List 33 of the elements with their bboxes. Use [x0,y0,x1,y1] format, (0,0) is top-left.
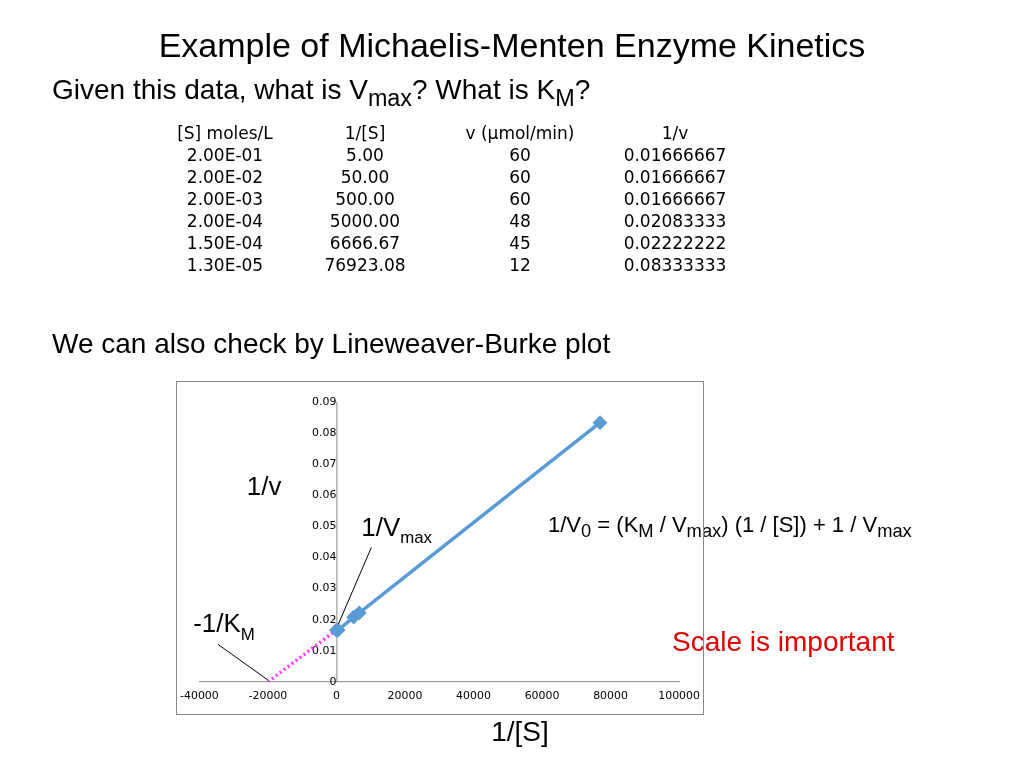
y-tick-label: 0.09 [312,394,337,408]
y-tick-label: 0.01 [312,643,337,657]
text: 2.00E-02 50.00 60 0.01666667 [186,167,727,187]
y-tick-label: 0.07 [312,456,337,470]
chart-title: Example of Michaelis-Menten Enzyme Kinetics [157,26,867,65]
y-tick-label: 0.03 [312,581,337,595]
text: We can also check by Lineweaver-Burke plot [52,328,611,360]
x-tick-label: 100000 [658,689,701,703]
y-axis-title: 1/v [246,472,282,501]
annotation: 1/V$_{0}$ = (K$_{M}$ / V$_{max}$) (1 / [S]) + 1 / V$_{max}$ [548,512,912,543]
x-axis-title: 1/[S] [490,716,550,748]
text: 2.00E-04 5000.00 48 0.02083333 [186,211,727,231]
x-tick-label: 60000 [524,689,560,703]
point [593,415,607,430]
chart-subtitle: Given this data, what is V$_{max}$? What is K$_{M}$? [52,74,591,112]
y-tick-label: 0.06 [312,488,337,502]
point [352,606,367,620]
y-tick-label: 0.08 [312,425,337,439]
y-tick-label: 0.05 [312,519,337,533]
x-tick-label: -40000 [180,689,219,703]
text: 1.50E-04 6666.67 45 0.02222222 [186,233,727,253]
x-tick-label: -20000 [248,689,288,703]
text: 1.30E-05 76923.08 12 0.08333333 [186,255,727,275]
y-tick-label: 0.02 [312,612,337,626]
y-tick-label: 0.04 [312,550,337,564]
x-tick-label: 40000 [456,689,491,703]
x-tick-label: 80000 [593,689,629,703]
y-tick-label: 0 [329,674,337,688]
text: 2.00E-01 5.00 60 0.01666667 [186,145,727,165]
annotation: Scale is important [672,626,895,658]
text: [S] moles/L 1/[S] v (μmol/min) 1/v [177,123,689,143]
text: 2.00E-03 500.00 60 0.01666667 [186,189,727,209]
x-tick-label: 20000 [387,689,423,703]
